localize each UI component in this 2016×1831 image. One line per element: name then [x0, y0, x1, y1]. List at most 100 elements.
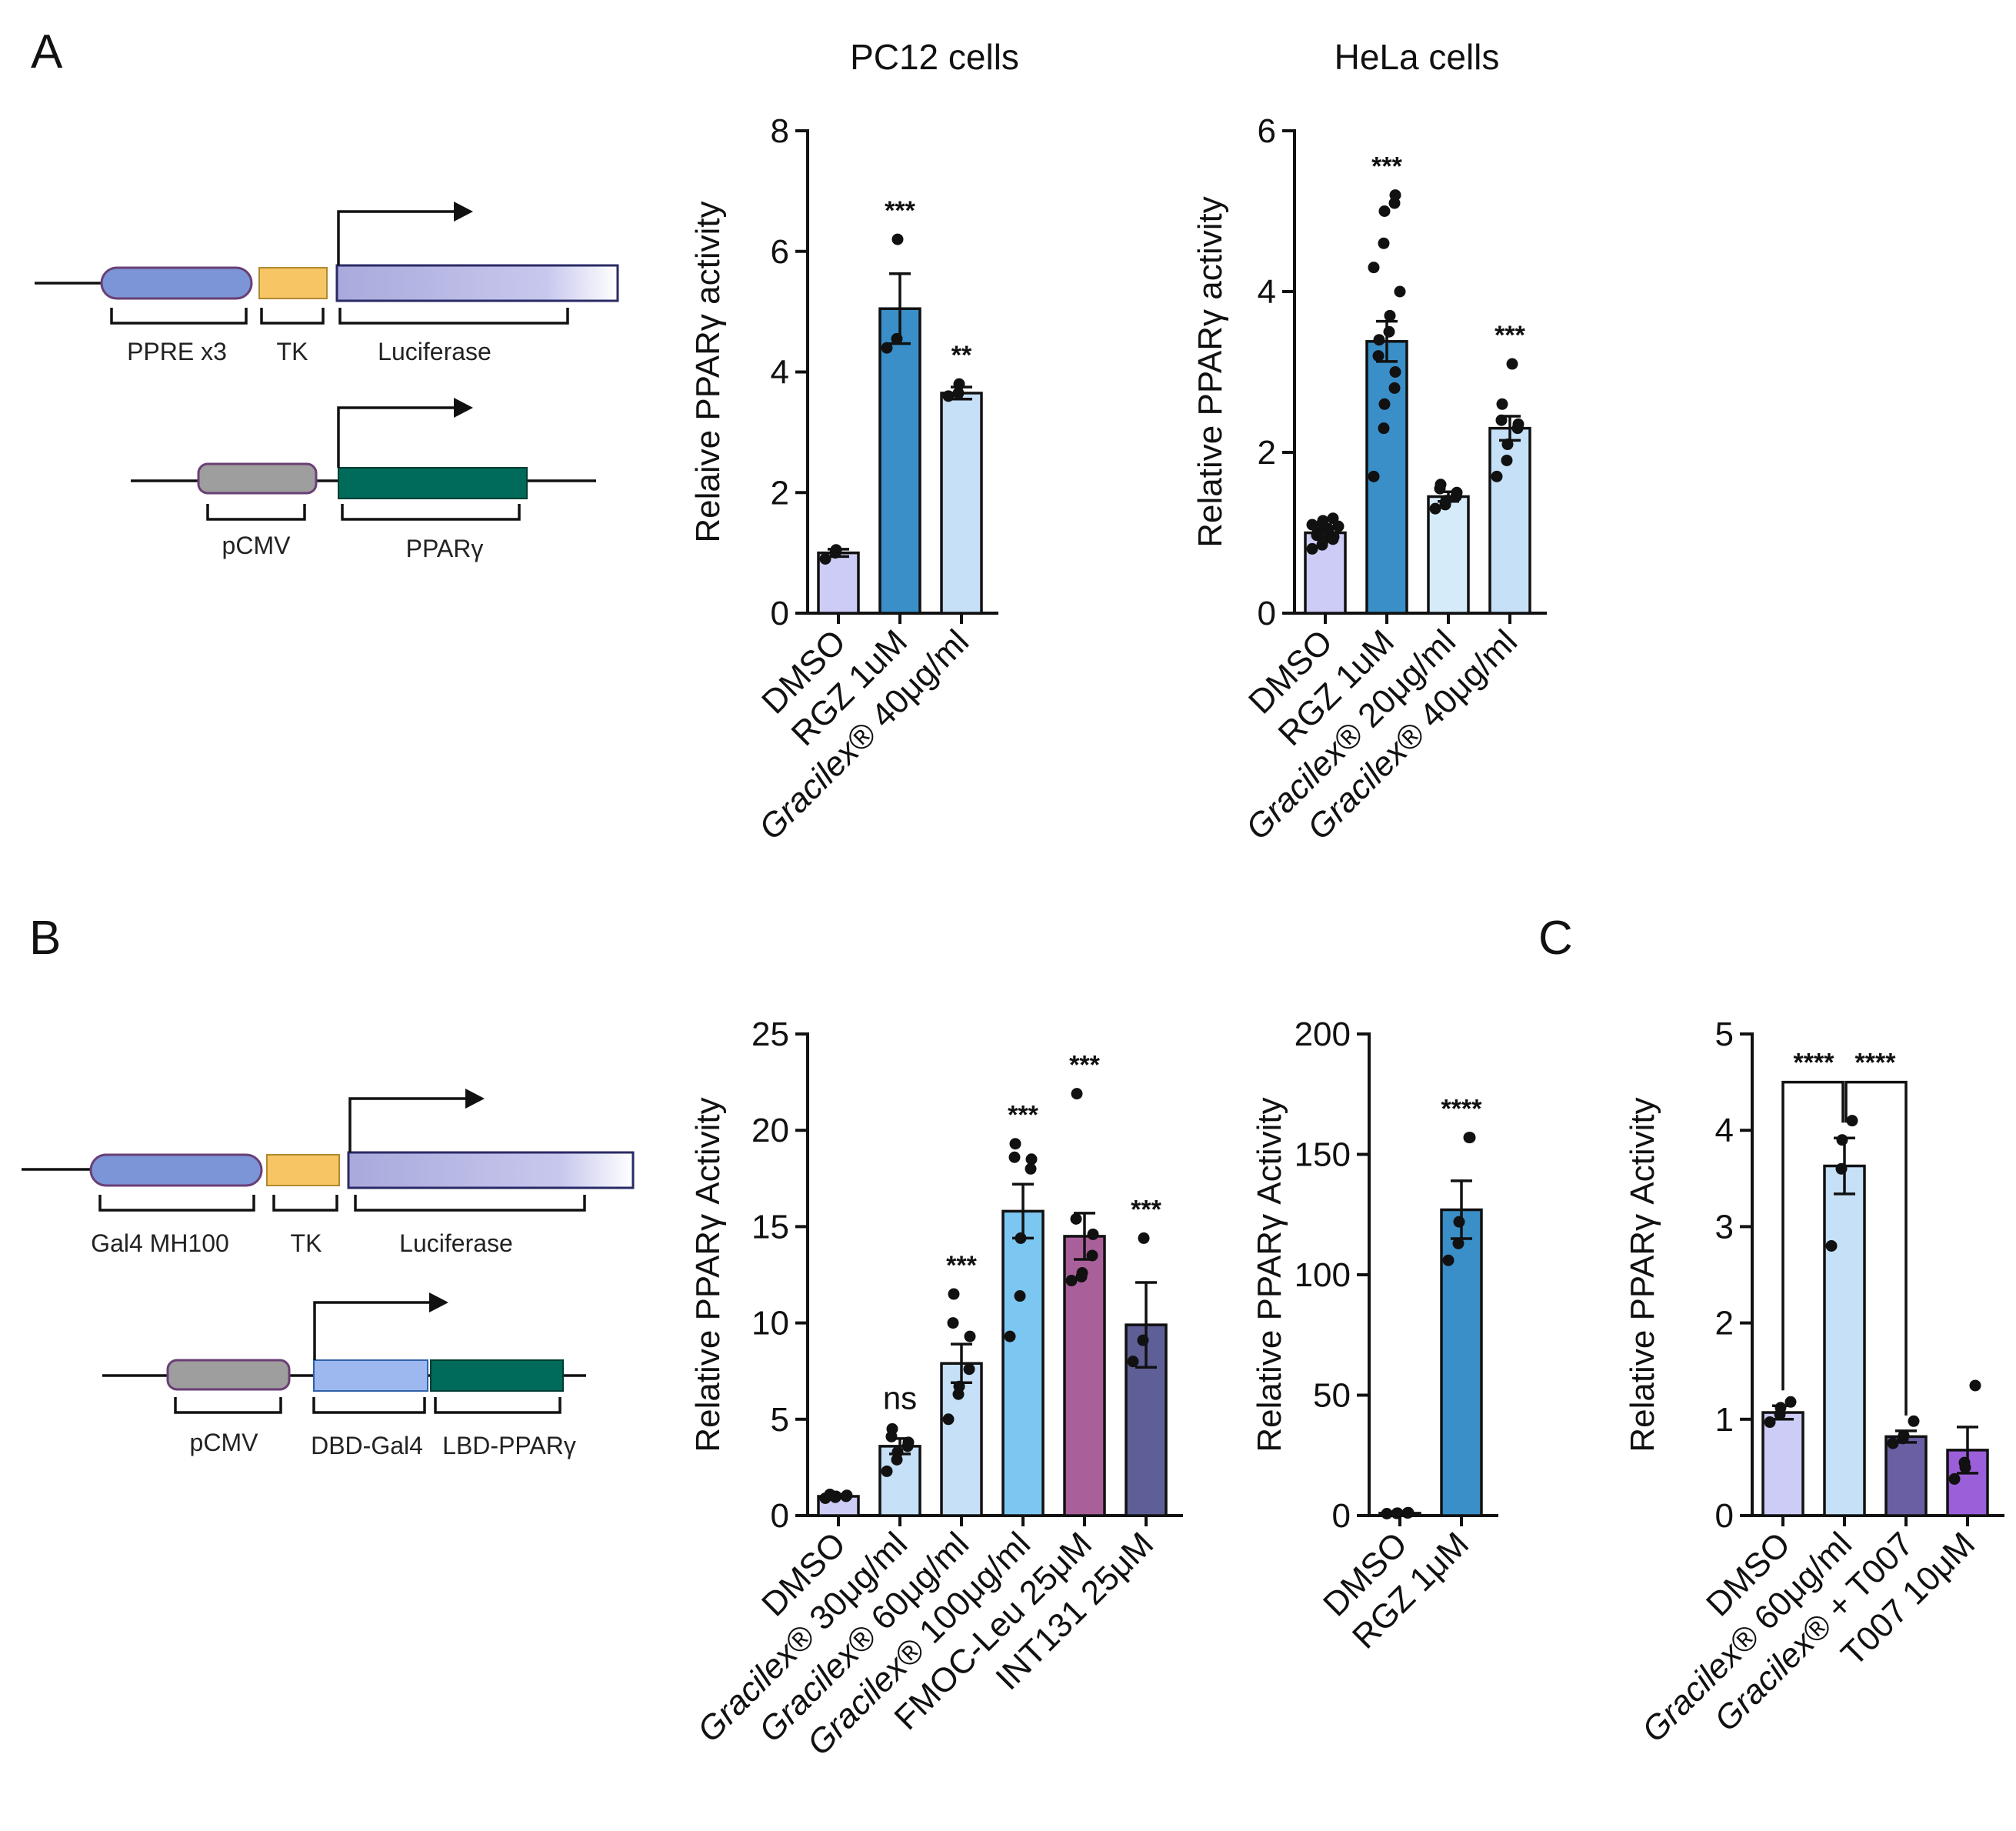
label-luciferase: Luciferase [378, 338, 492, 365]
bracket [272, 1195, 338, 1212]
y-tick-label: 5 [1715, 1016, 1734, 1053]
label-luciferase: Luciferase [399, 1229, 513, 1257]
data-point [1076, 1266, 1088, 1279]
data-point [1501, 454, 1513, 466]
label-dbd-gal4: DBD-Gal4 [311, 1432, 423, 1459]
y-tick-label: 150 [1295, 1136, 1351, 1174]
data-point [942, 1413, 955, 1426]
data-point [1440, 495, 1452, 507]
data-point [1501, 439, 1514, 451]
label-lbd-pparg: LBD-PPARγ [442, 1432, 576, 1459]
y-tick-label: 3 [1715, 1208, 1734, 1246]
data-point [1506, 358, 1518, 370]
data-point [1402, 1506, 1415, 1519]
data-point [881, 342, 893, 354]
bar [1823, 1164, 1866, 1517]
y-axis-label: Relative PPARγ Activity [1251, 1097, 1288, 1452]
data-point [1836, 1134, 1848, 1146]
data-point [1070, 1212, 1082, 1225]
data-point [819, 552, 831, 565]
y-tick-label: 25 [751, 1016, 789, 1053]
data-point [1071, 1088, 1083, 1100]
data-point [1306, 519, 1318, 531]
lbd-ppar-element [430, 1359, 564, 1392]
data-point [1372, 350, 1385, 362]
y-tick-label: 2 [771, 474, 789, 512]
data-point [1378, 398, 1391, 410]
significance-label: *** [946, 1251, 977, 1280]
bar [1761, 1411, 1804, 1517]
data-point [1368, 262, 1380, 274]
data-point [1004, 1330, 1016, 1342]
y-tick-label: 6 [771, 233, 789, 271]
data-point [1764, 1416, 1776, 1429]
panel-letter-b: B [29, 912, 61, 965]
arrow-icon [313, 1301, 433, 1360]
y-tick-label: 0 [771, 1497, 789, 1535]
significance-label: ** [951, 341, 972, 370]
data-point [881, 1465, 893, 1477]
tk-element [266, 1154, 340, 1186]
chart-gal4: Relative PPARγ Activity0510152025DMSOGra… [689, 1016, 1183, 1763]
data-point [1948, 1472, 1961, 1485]
data-point [1959, 1461, 1971, 1473]
y-tick-label: 5 [771, 1401, 789, 1439]
data-point [902, 1436, 915, 1449]
significance-label: *** [1008, 1101, 1038, 1130]
data-point [824, 1488, 836, 1500]
bracket [338, 308, 569, 325]
data-point [1008, 1151, 1021, 1163]
y-tick-label: 0 [1332, 1497, 1351, 1535]
data-point [1835, 1162, 1848, 1175]
y-tick-label: 4 [771, 354, 789, 392]
y-tick-label: 2 [1258, 434, 1276, 472]
label-gal4-mh100: Gal4 MH100 [91, 1229, 229, 1257]
chart-t007: Relative PPARγ Activity012345DMSOGracile… [1624, 1016, 2004, 1749]
bracket [260, 308, 325, 325]
y-tick-label: 6 [1258, 112, 1276, 150]
data-point [1388, 382, 1401, 394]
data-point [891, 233, 904, 245]
bracket [174, 1397, 282, 1414]
chart-title: HeLa cells [1335, 37, 1500, 77]
y-tick-label: 200 [1295, 1016, 1351, 1053]
data-point [1452, 1237, 1465, 1249]
data-point [1429, 502, 1441, 515]
dbd-gal4-element [313, 1359, 428, 1392]
label-ppre: PPRE x3 [127, 338, 227, 365]
data-point [1887, 1437, 1899, 1449]
chart-rgz: Relative PPARγ Activity050100150200DMSOR… [1251, 1016, 1498, 1656]
data-point [1846, 1115, 1858, 1127]
data-point [953, 1380, 965, 1392]
data-point [1442, 1254, 1455, 1266]
y-tick-label: 4 [1258, 273, 1276, 311]
bracket [434, 1397, 561, 1414]
data-point [1381, 1507, 1393, 1519]
significance-label: *** [1495, 321, 1525, 350]
data-point [1137, 1334, 1149, 1346]
y-tick-label: 20 [751, 1112, 789, 1149]
label-tk: TK [277, 338, 308, 365]
data-point [942, 390, 955, 402]
bracket [312, 1397, 426, 1414]
data-point [952, 387, 965, 399]
bar [940, 392, 983, 615]
y-axis-label: Relative PPARγ Activity [1624, 1097, 1661, 1452]
data-point [1389, 366, 1401, 378]
bracket [98, 1195, 255, 1212]
y-tick-label: 15 [751, 1208, 789, 1246]
data-point [1491, 470, 1503, 482]
data-point [963, 1363, 975, 1376]
data-point [1378, 422, 1390, 435]
data-point [1025, 1153, 1038, 1166]
bracket [110, 308, 248, 325]
pcmv-element [197, 462, 318, 495]
significance-label: **** [1855, 1049, 1897, 1078]
data-point [1451, 486, 1463, 499]
y-tick-label: 10 [751, 1305, 789, 1342]
data-point [1908, 1415, 1920, 1427]
bar [1884, 1435, 1928, 1517]
significance-bracket [1844, 1080, 1908, 1416]
